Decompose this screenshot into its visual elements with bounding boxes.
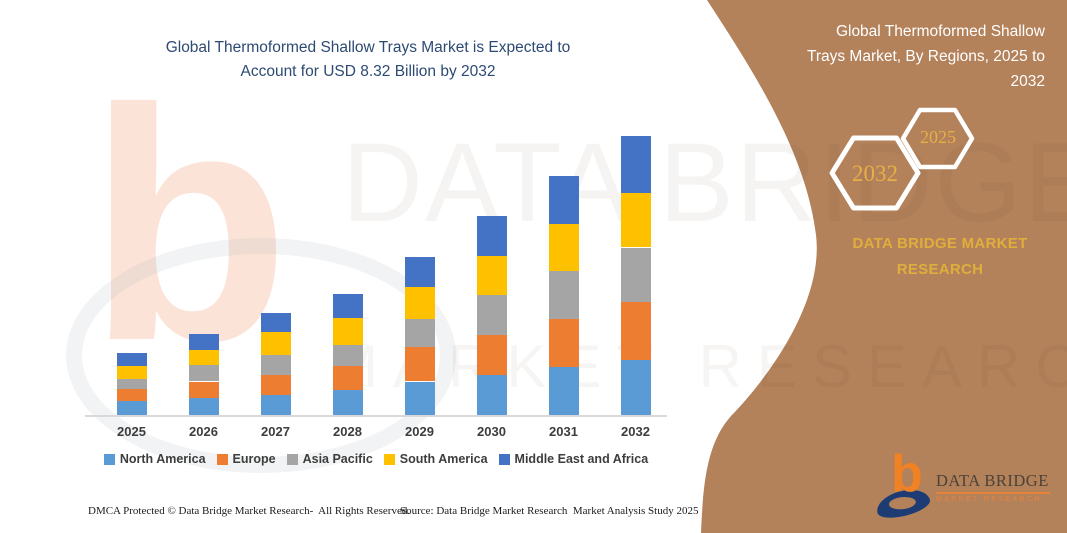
bar-segment-middle-east-and-africa	[116, 353, 147, 366]
bar-segment-asia-pacific	[476, 295, 507, 336]
bar-segment-europe	[260, 374, 291, 395]
bar-segment-middle-east-and-africa	[404, 256, 435, 288]
bar-segment-asia-pacific	[188, 365, 219, 382]
x-axis-label: 2028	[333, 424, 362, 439]
bar-segment-north-america	[476, 375, 507, 415]
bar-segment-south-america	[476, 255, 507, 296]
x-axis-line	[85, 415, 667, 417]
bar-segment-south-america	[404, 287, 435, 319]
bar-segment-south-america	[332, 317, 363, 345]
legend-item: Middle East and Africa	[498, 452, 649, 466]
bar-segment-asia-pacific	[404, 318, 435, 348]
legend-label: South America	[399, 452, 488, 466]
bar-segment-north-america	[332, 389, 363, 415]
x-axis-label: 2030	[477, 424, 506, 439]
legend-item: Europe	[216, 452, 276, 466]
bar-segment-south-america	[260, 331, 291, 355]
hexagon-year-2032: 2032	[852, 161, 898, 186]
bar-segment-middle-east-and-africa	[188, 333, 219, 351]
bar-segment-south-america	[620, 192, 651, 248]
side-panel-title: Global Thermoformed Shallow Trays Market…	[745, 20, 1045, 94]
hexagon-large-icon	[829, 135, 921, 211]
x-axis-label: 2031	[549, 424, 578, 439]
bar-segment-north-america	[116, 400, 147, 415]
side-panel-shape	[701, 0, 1067, 533]
legend-label: Asia Pacific	[302, 452, 373, 466]
bar-segment-asia-pacific	[116, 379, 147, 390]
bar-segment-europe	[116, 389, 147, 401]
bar-segment-asia-pacific	[620, 247, 651, 303]
logo-subtitle: MARKET RESEARCH	[936, 496, 1042, 503]
bar-segment-south-america	[548, 224, 579, 272]
bar-segment-middle-east-and-africa	[332, 293, 363, 318]
x-axis-label: 2027	[261, 424, 290, 439]
bar-segment-middle-east-and-africa	[548, 176, 579, 225]
x-axis-label: 2026	[189, 424, 218, 439]
bar-segment-south-america	[116, 365, 147, 380]
bar-segment-north-america	[620, 360, 651, 415]
bar-segment-north-america	[404, 381, 435, 415]
legend-swatch-icon	[498, 453, 510, 465]
legend-swatch-icon	[216, 453, 228, 465]
side-panel-title-line3: 2032	[1010, 72, 1045, 90]
bar-segment-europe	[476, 335, 507, 376]
bar-segment-asia-pacific	[260, 354, 291, 375]
bar-segment-europe	[404, 347, 435, 382]
footer-source-text: Source: Data Bridge Market Research Mark…	[400, 505, 699, 517]
legend-swatch-icon	[383, 453, 395, 465]
hexagon-year-2025: 2025	[920, 127, 956, 147]
bar-segment-middle-east-and-africa	[260, 313, 291, 332]
dbmr-logo: b DATA BRIDGE MARKET RESEARCH	[873, 445, 1054, 523]
logo-text: DATA BRIDGE MARKET RESEARCH	[936, 471, 1050, 503]
x-axis-label: 2025	[117, 424, 146, 439]
bar-segment-europe	[548, 318, 579, 367]
hexagon-badges	[829, 107, 975, 211]
chart-legend: North America Europe Asia Pacific South Ame…	[85, 452, 667, 466]
bar-segment-europe	[188, 381, 219, 399]
legend-label: Middle East and Africa	[514, 452, 649, 466]
bar-segment-asia-pacific	[332, 344, 363, 367]
legend-swatch-icon	[286, 453, 298, 465]
legend-item: North America	[103, 452, 206, 466]
brand-text: DATA BRIDGE MARKET RESEARCH	[852, 235, 1028, 278]
logo-b-icon: b	[891, 445, 923, 503]
hexagon-small-icon	[900, 107, 975, 170]
bar-segment-asia-pacific	[548, 271, 579, 319]
bar-segment-middle-east-and-africa	[476, 216, 507, 256]
footer-dmca-text: DMCA Protected © Data Bridge Market Rese…	[88, 505, 411, 517]
logo-title: DATA BRIDGE	[936, 471, 1049, 490]
legend-label: Europe	[232, 452, 276, 466]
side-panel-title-line2: Trays Market, By Regions, 2025 to	[806, 47, 1045, 65]
legend-item: South America	[383, 452, 488, 466]
bar-segment-south-america	[188, 350, 219, 366]
bar-segment-middle-east-and-africa	[620, 136, 651, 193]
x-axis-label: 2032	[621, 424, 650, 439]
legend-swatch-icon	[103, 453, 115, 465]
x-axis-label: 2029	[405, 424, 434, 439]
bar-segment-europe	[620, 302, 651, 361]
chart-title-line1: Global Thermoformed Shallow Trays Market…	[165, 39, 571, 56]
bar-segment-north-america	[548, 366, 579, 415]
chart-title: Global Thermoformed Shallow Trays Market…	[85, 36, 651, 84]
legend-label: North America	[119, 452, 206, 466]
legend-item: Asia Pacific	[286, 452, 373, 466]
chart-title-line2: Account for USD 8.32 Billion by 2032	[240, 63, 496, 81]
bar-segment-north-america	[260, 394, 291, 415]
bar-segment-north-america	[188, 398, 219, 415]
logo-divider	[936, 492, 1050, 494]
side-panel-title-line1: Global Thermoformed Shallow	[835, 23, 1045, 40]
bar-segment-europe	[332, 366, 363, 390]
